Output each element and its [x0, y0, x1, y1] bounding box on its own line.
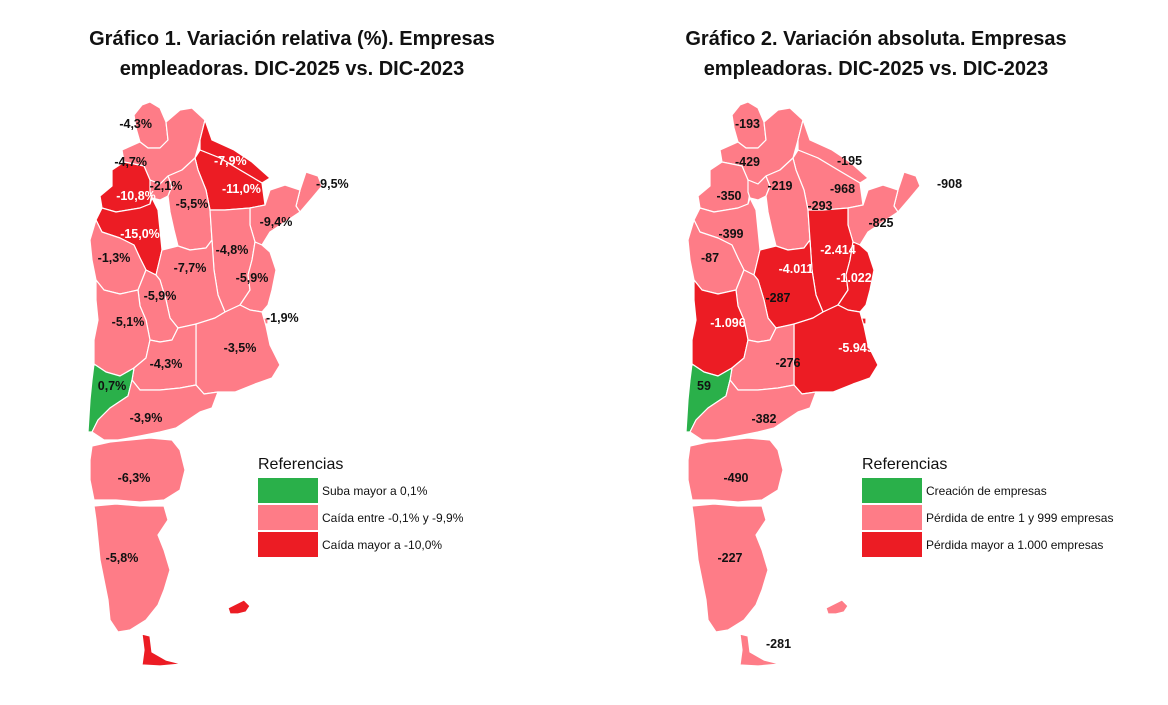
- region-label-santiago: -5,5%: [176, 197, 209, 211]
- region-label-misiones: -908: [937, 177, 962, 191]
- region-label-larioja: -15,0%: [120, 227, 160, 241]
- legend-swatch: [258, 505, 318, 530]
- region-label-entrerios: -1.022: [836, 271, 871, 285]
- region-label-santacruz: -227: [717, 551, 742, 565]
- legend-item-moderate-loss: Caída entre -0,1% y -9,9%: [258, 505, 463, 530]
- legend-title: Referencias: [258, 456, 344, 473]
- region-label-sanjuan: -87: [701, 251, 719, 265]
- region-label-caba: -1,9%: [266, 311, 299, 325]
- region-label-catamarca: -10,8%: [116, 189, 156, 203]
- province-catamarca: [697, 161, 751, 213]
- region-label-tierradelfuego: -281: [766, 637, 791, 651]
- legend: Referencias Suba mayor a 0,1% Caída entr…: [258, 456, 463, 559]
- region-label-mendoza: -1.096: [710, 316, 745, 330]
- region-label-corrientes: -825: [868, 216, 893, 230]
- region-label-lapampa: -4,3%: [150, 357, 183, 371]
- region-label-buenosaires: -3,5%: [224, 341, 257, 355]
- legend-label: Suba mayor a 0,1%: [322, 483, 428, 498]
- region-label-santafe: -4,8%: [216, 243, 249, 257]
- chart-title-line-1: Gráfico 2. Variación absoluta. Empresas: [685, 28, 1067, 50]
- region-label-rionegro: -382: [751, 412, 776, 426]
- region-label-lapampa: -276: [775, 356, 800, 370]
- region-label-neuquen: 0,7%: [98, 379, 127, 393]
- province-chubut: [89, 437, 186, 503]
- region-label-formosa: -7,9%: [214, 154, 247, 168]
- legend-swatch: [862, 532, 922, 557]
- province-tierradelfuego: [739, 633, 781, 667]
- legend-title: Referencias: [862, 456, 948, 473]
- province-catamarca: [99, 161, 153, 213]
- legend-item-growth: Suba mayor a 0,1%: [258, 478, 463, 503]
- region-label-catamarca: -350: [716, 189, 741, 203]
- chart-title: Gráfico 1. Variación relativa (%). Empre…: [0, 24, 584, 84]
- region-label-salta: -4,7%: [114, 155, 147, 169]
- region-label-sanluis: -5,9%: [144, 289, 177, 303]
- legend-label: Caída mayor a -10,0%: [322, 537, 443, 552]
- region-label-chubut: -6,3%: [118, 471, 151, 485]
- region-label-salta: -429: [735, 155, 760, 169]
- province-chubut: [687, 437, 784, 503]
- argentina-map: -4,3% -4,7% -7,9% -11,0% -9,5% -2,1%-10,8% -5,…: [87, 101, 349, 667]
- region-label-neuquen: 59: [697, 379, 711, 393]
- region-label-chaco: -11,0%: [222, 182, 261, 196]
- region-label-sanjuan: -1,3%: [98, 251, 131, 265]
- region-label-cordoba: -4.011: [779, 262, 814, 276]
- legend-swatch: [258, 532, 318, 557]
- region-label-cordoba: -7,7%: [174, 261, 207, 275]
- region-label-chubut: -490: [723, 471, 748, 485]
- region-label-entrerios: -5,9%: [236, 271, 269, 285]
- legend-label: Pérdida de entre 1 y 999 empresas: [926, 510, 1114, 525]
- legend-swatch: [862, 505, 922, 530]
- region-label-corrientes: -9,4%: [260, 215, 293, 229]
- province-rionegro: [689, 379, 817, 441]
- province-tierradelfuego: [141, 633, 183, 667]
- region-label-rionegro: -3,9%: [130, 411, 163, 425]
- region-label-chaco: -968: [830, 182, 855, 196]
- region-label-santafe: -2.414: [820, 243, 855, 257]
- region-label-larioja: -399: [718, 227, 743, 241]
- province-malvinas: [227, 599, 251, 615]
- legend-label: Pérdida mayor a 1.000 empresas: [926, 537, 1104, 552]
- legend-swatch: [258, 478, 318, 503]
- legend-item-growth: Creación de empresas: [862, 478, 1113, 503]
- argentina-map: -193 -429 -195 -968 -908 -219 -350 -293 -825 -399…: [685, 101, 962, 667]
- region-label-santiago: -293: [807, 199, 832, 213]
- chart-title: Gráfico 2. Variación absoluta. Empresas …: [584, 24, 1168, 84]
- region-label-jujuy: -193: [735, 117, 760, 131]
- region-label-jujuy: -4,3%: [119, 117, 152, 131]
- chart-title-line-2: empleadoras. DIC-2025 vs. DIC-2023: [703, 58, 1049, 80]
- legend-swatch: [862, 478, 922, 503]
- region-label-formosa: -195: [837, 154, 862, 168]
- legend-label: Caída entre -0,1% y -9,9%: [322, 510, 464, 525]
- chart-title-line-1: Gráfico 1. Variación relativa (%). Empre…: [89, 28, 495, 50]
- region-label-sanluis: -287: [765, 291, 790, 305]
- region-label-mendoza: -5,1%: [112, 315, 145, 329]
- province-rionegro: [91, 379, 219, 441]
- legend: Referencias Creación de empresas Pérdida…: [862, 456, 1113, 559]
- chart-title-line-2: empleadoras. DIC-2025 vs. DIC-2023: [119, 58, 465, 80]
- region-label-buenosaires: -5.949: [838, 341, 873, 355]
- region-label-tucuman: -219: [767, 179, 792, 193]
- region-label-caba: -2.345: [876, 311, 911, 325]
- legend-label: Creación de empresas: [926, 483, 1047, 498]
- province-santacruz: [93, 503, 171, 633]
- legend-item-moderate-loss: Pérdida de entre 1 y 999 empresas: [862, 505, 1113, 530]
- map-panel-relativa: Gráfico 1. Variación relativa (%). Empre…: [0, 24, 584, 667]
- region-label-santacruz: -5,8%: [106, 551, 139, 565]
- region-label-misiones: -9,5%: [316, 177, 349, 191]
- legend-item-large-loss: Pérdida mayor a 1.000 empresas: [862, 532, 1113, 557]
- map-panel-absoluta: Gráfico 2. Variación absoluta. Empresas …: [584, 0, 1168, 705]
- legend-item-large-loss: Caída mayor a -10,0%: [258, 532, 463, 557]
- province-santacruz: [691, 503, 769, 633]
- region-label-tucuman: -2,1%: [150, 179, 183, 193]
- province-malvinas: [825, 599, 849, 615]
- region-label-tierradelfuego: -10,9%: [158, 637, 198, 651]
